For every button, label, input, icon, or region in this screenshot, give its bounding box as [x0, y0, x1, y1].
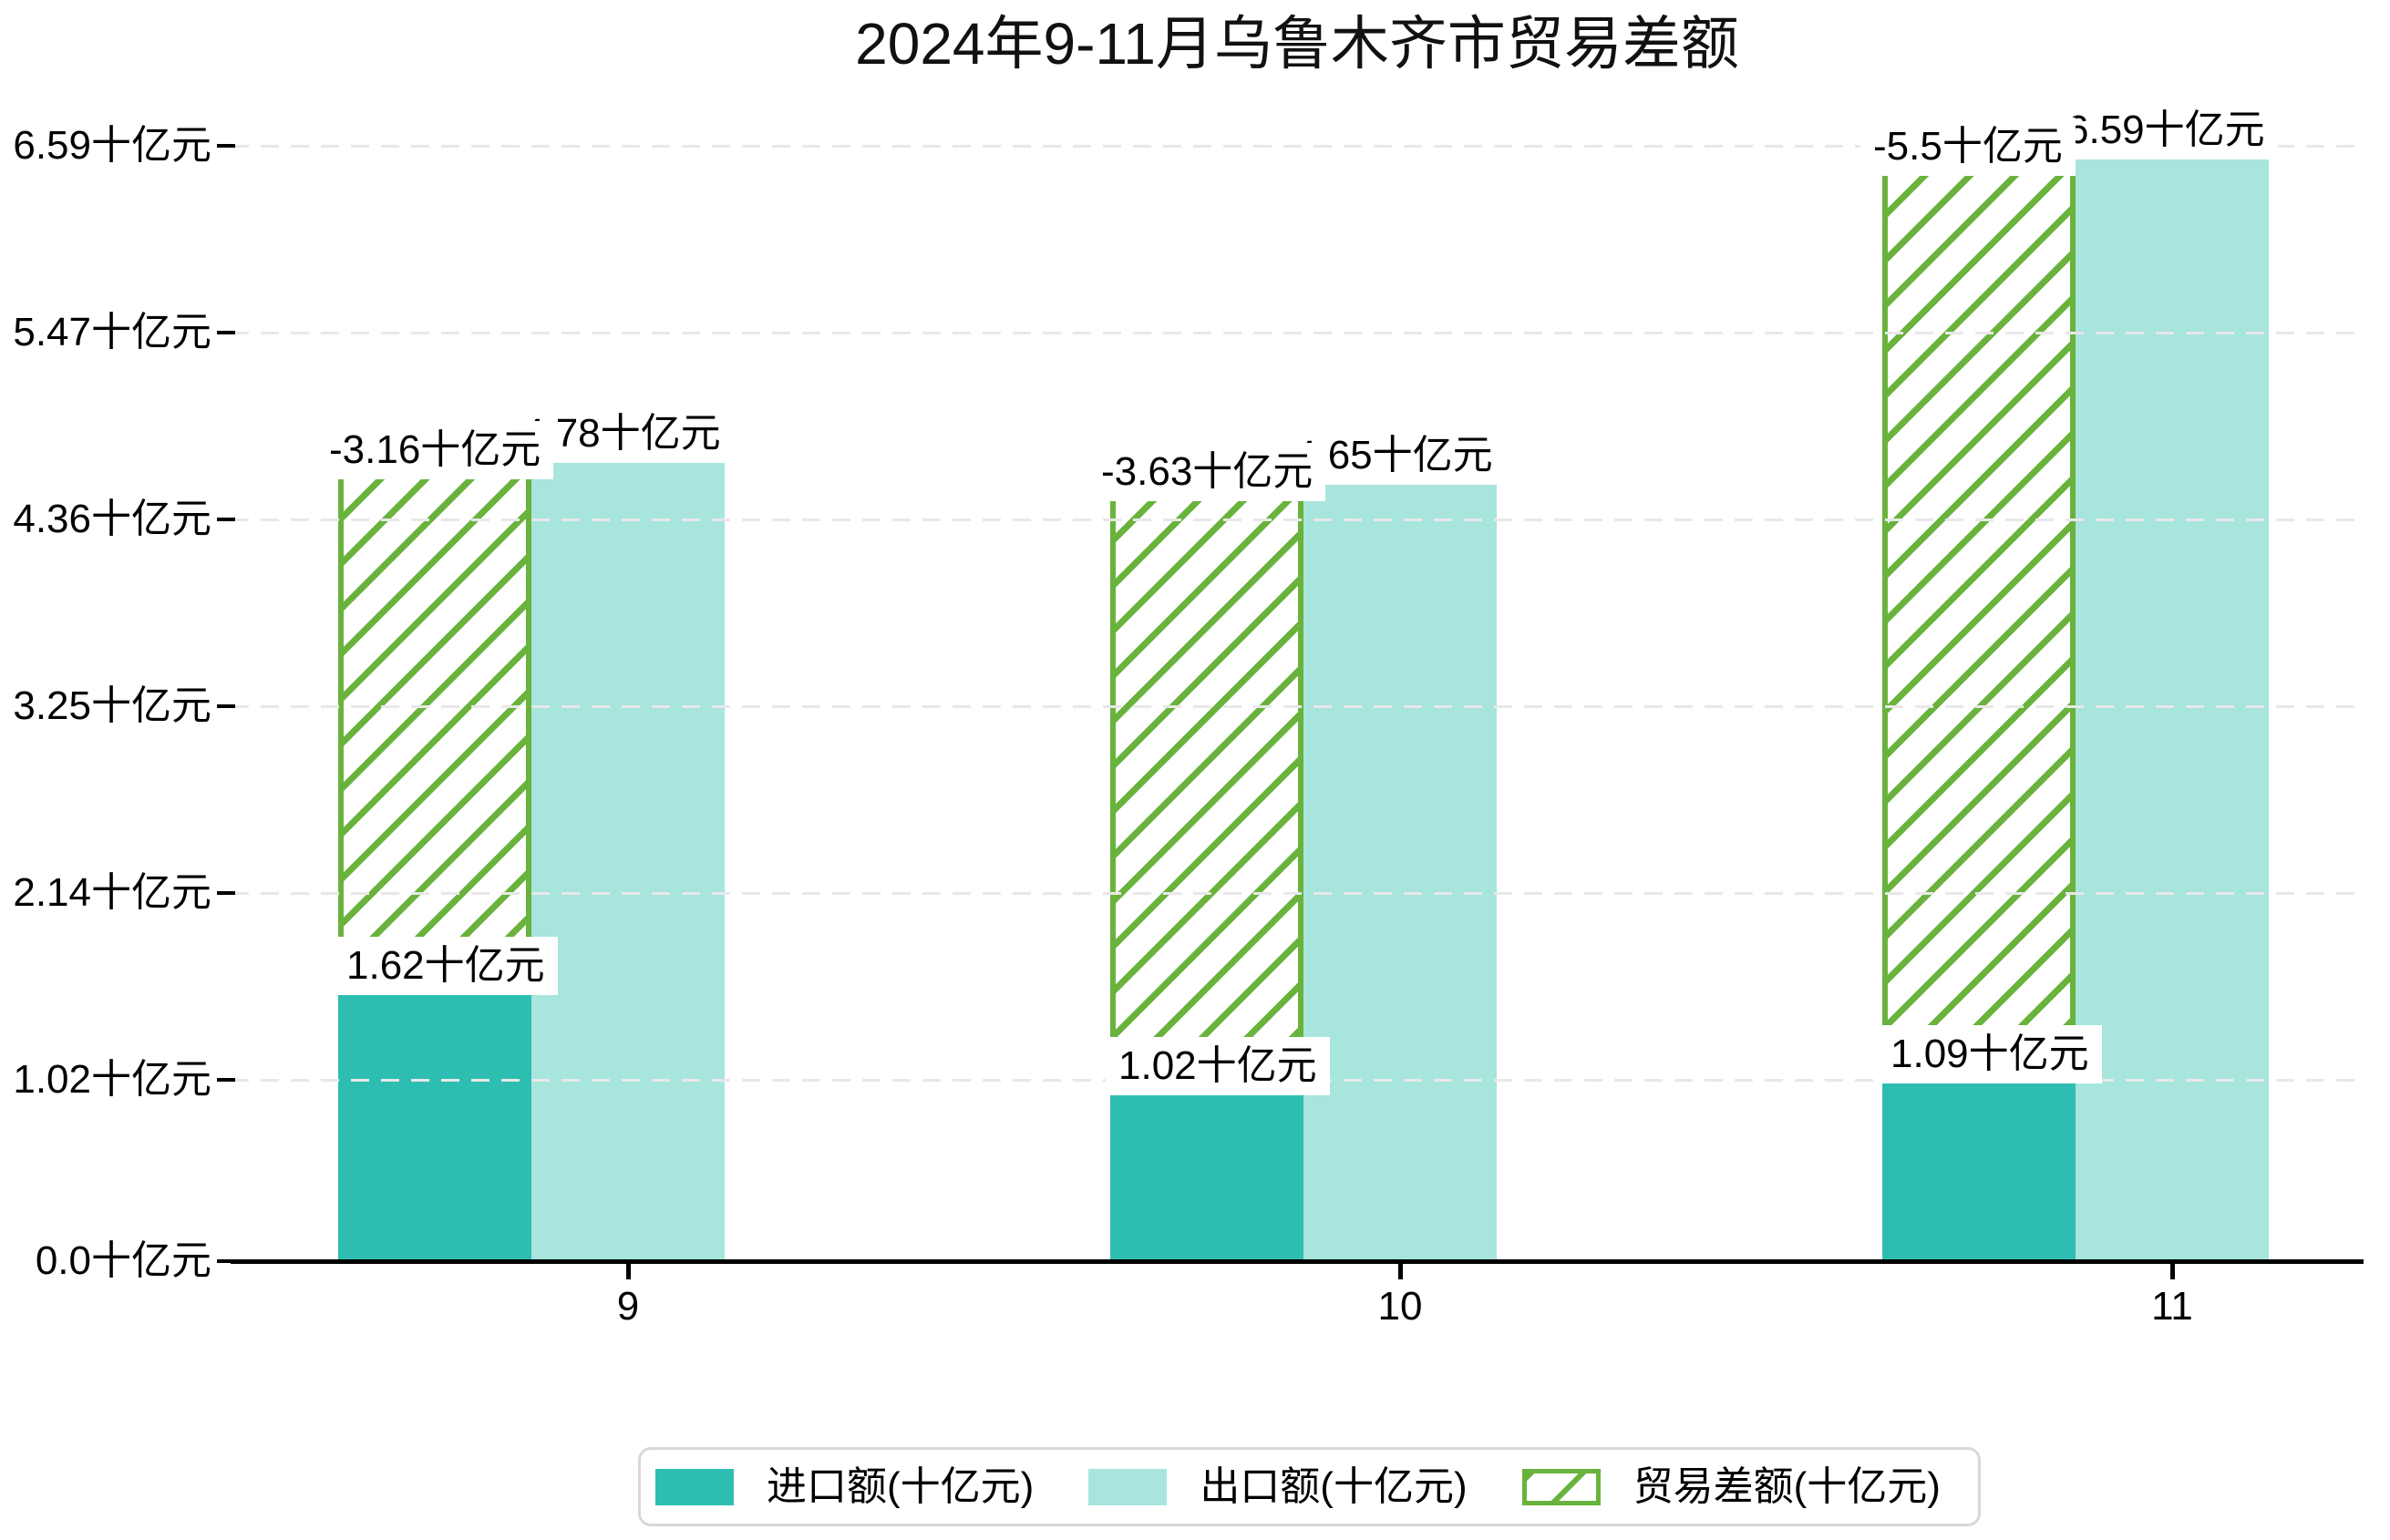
trade-balance-bar-9: [338, 461, 531, 991]
x-tick-label-11: 11: [2151, 1284, 2193, 1329]
import-bar-11: [1882, 1080, 2076, 1263]
gridline-6: [231, 145, 2364, 148]
y-tick-label-0: 0.0十亿元: [35, 1238, 211, 1283]
y-tick-mark-3: [217, 704, 235, 708]
import-value-label-9: 1.62十亿元: [334, 936, 558, 995]
export-bar-11: [2076, 158, 2269, 1263]
x-tick-label-9: 9: [616, 1284, 640, 1329]
x-axis-line: [231, 1259, 2364, 1264]
legend-label-import: 进口额(十亿元): [767, 1463, 1035, 1509]
import-value-label-11: 1.09十亿元: [1878, 1025, 2102, 1084]
gridline-5: [231, 332, 2364, 334]
legend-item-balance: 贸易差额(十亿元): [1521, 1463, 1941, 1511]
x-tick-mark-11: [2170, 1264, 2175, 1279]
import-bar-9: [338, 991, 531, 1263]
gridline-3: [231, 705, 2364, 708]
export-value-label-11: 6.59十亿元: [2054, 101, 2278, 160]
y-tick-label-2: 2.14十亿元: [13, 870, 211, 915]
x-tick-label-10: 10: [1377, 1284, 1423, 1329]
import-bar-10: [1110, 1092, 1303, 1263]
x-tick-mark-9: [626, 1264, 631, 1279]
y-tick-label-5: 5.47十亿元: [13, 310, 211, 354]
y-tick-label-6: 6.59十亿元: [13, 123, 211, 168]
export-bar-9: [531, 461, 725, 1263]
chart-title: 2024年9-11月乌鲁木齐市贸易差额: [855, 11, 1739, 77]
export-value-label-10: 4.65十亿元: [1282, 426, 1506, 486]
trade-balance-value-label-10: -3.63十亿元: [1088, 443, 1326, 502]
y-tick-label-1: 1.02十亿元: [13, 1057, 211, 1102]
y-tick-mark-2: [217, 891, 235, 895]
trade-balance-value-label-11: -5.5十亿元: [1860, 118, 2076, 177]
trade-balance-value-label-9: -3.16十亿元: [316, 421, 554, 480]
x-tick-mark-10: [1398, 1264, 1403, 1279]
legend-label-export: 出口额(十亿元): [1200, 1463, 1468, 1509]
y-tick-mark-4: [217, 518, 235, 521]
gridline-2: [231, 892, 2364, 895]
trade-balance-bar-10: [1110, 483, 1303, 1093]
import-value-label-10: 1.02十亿元: [1106, 1037, 1330, 1096]
y-tick-label-3: 3.25十亿元: [13, 683, 211, 728]
import-swatch-icon: [655, 1468, 734, 1505]
y-tick-label-4: 4.36十亿元: [13, 497, 211, 541]
export-bar-10: [1303, 483, 1497, 1263]
y-tick-mark-1: [217, 1078, 235, 1082]
gridline-4: [231, 518, 2364, 521]
y-tick-mark-5: [217, 331, 235, 334]
trade-balance-bar-11: [1882, 158, 2076, 1081]
legend: 进口额(十亿元) 出口额(十亿元) 贸易差额(十亿元): [638, 1447, 1981, 1526]
y-tick-mark-6: [217, 144, 235, 148]
legend-item-import: 进口额(十亿元): [655, 1463, 1034, 1511]
legend-item-export: 出口额(十亿元): [1088, 1463, 1468, 1511]
export-swatch-icon: [1088, 1468, 1168, 1505]
legend-label-balance: 贸易差额(十亿元): [1633, 1463, 1941, 1509]
y-tick-mark-0: [217, 1259, 235, 1263]
trade-balance-swatch-icon: [1521, 1468, 1601, 1505]
